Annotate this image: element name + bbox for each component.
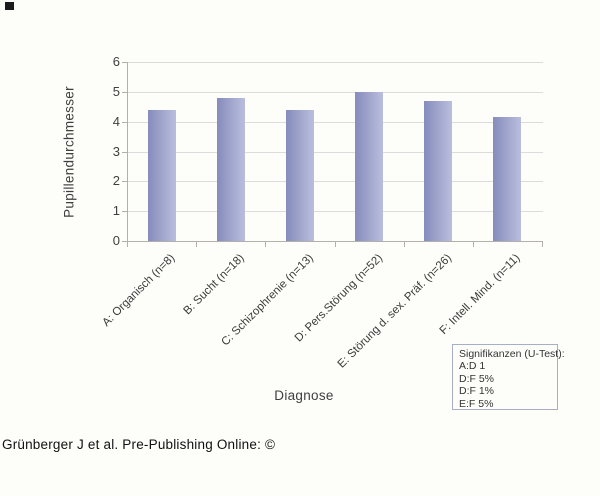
y-axis-tick — [122, 181, 127, 183]
x-axis-tick — [334, 242, 336, 247]
bar — [285, 109, 314, 241]
y-axis-tick — [122, 91, 127, 93]
x-axis-tick — [265, 242, 267, 247]
significance-legend: Signifikanzen (U-Test): A:D 1 D:F 5% D:F 1… — [452, 344, 565, 410]
y-tick-label: 6 — [112, 54, 120, 69]
y-axis-tick — [122, 62, 127, 63]
bar — [424, 100, 453, 241]
x-axis-tick — [403, 242, 405, 247]
x-axis-tick — [542, 242, 543, 247]
y-tick-label: 2 — [112, 173, 120, 189]
legend-entry: D:F 5% — [459, 372, 495, 385]
gridline — [128, 121, 543, 123]
x-axis-tick — [472, 242, 474, 247]
plot-area — [127, 62, 543, 242]
bar — [493, 117, 522, 241]
legend-entry: A:D 1 — [459, 360, 486, 373]
y-tick-label: 3 — [112, 143, 120, 159]
gridline — [128, 62, 543, 63]
source-caption: Grünberger J et al. Pre-Publishing Onlin… — [2, 437, 276, 452]
bar — [216, 97, 245, 241]
legend-title: Signifikanzen (U-Test): — [459, 348, 565, 360]
y-tick-label: 1 — [112, 203, 120, 219]
x-category-label: E: Störung d. sex. Präf. (n=26) — [335, 252, 454, 371]
y-tick-label: 0 — [112, 233, 120, 248]
y-tick-label: 5 — [112, 83, 120, 99]
gridline — [128, 151, 543, 153]
gridline — [128, 91, 543, 93]
y-axis-tick — [122, 211, 127, 213]
x-axis-tick — [196, 242, 198, 247]
bar — [355, 91, 384, 241]
x-category-label: F: Intell. Mind. (n=11) — [437, 252, 523, 337]
gridline — [128, 181, 543, 183]
scan-artifact — [5, 2, 14, 10]
x-category-label: A: Organisch (n=8) — [100, 252, 178, 329]
gridline — [128, 211, 543, 213]
x-category-label: B: Sucht (n=18) — [181, 252, 247, 318]
y-axis-tick — [122, 151, 127, 153]
x-axis-tick — [127, 242, 128, 247]
y-tick-label: 4 — [112, 113, 120, 129]
bar — [147, 109, 176, 241]
y-axis-title: Pupillendurchmesser — [61, 86, 77, 218]
legend-entry: D:F 1% — [459, 385, 495, 398]
x-axis-title: Diagnose — [274, 388, 334, 403]
y-axis-tick — [122, 121, 127, 123]
legend-entries: A:D 1 D:F 5% D:F 1% E:F 5% — [459, 360, 552, 410]
y-axis-tick — [122, 241, 127, 242]
legend-entry: E:F 5% — [459, 397, 494, 410]
